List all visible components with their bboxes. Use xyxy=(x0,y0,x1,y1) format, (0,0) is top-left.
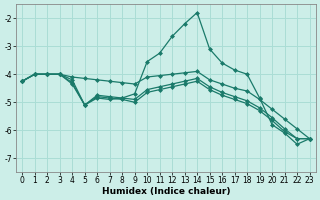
X-axis label: Humidex (Indice chaleur): Humidex (Indice chaleur) xyxy=(102,187,230,196)
